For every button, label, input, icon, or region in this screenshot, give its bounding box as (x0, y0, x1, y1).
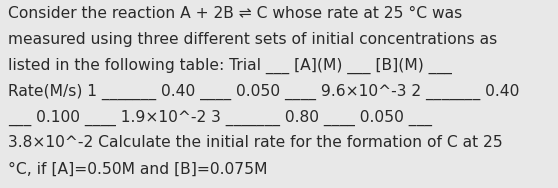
Text: ___ 0.100 ____ 1.9×10^-2 3 _______ 0.80 ____ 0.050 ___: ___ 0.100 ____ 1.9×10^-2 3 _______ 0.80 … (8, 109, 432, 126)
Text: 3.8×10^-2 Calculate the initial rate for the formation of C at 25: 3.8×10^-2 Calculate the initial rate for… (8, 135, 503, 150)
Text: Rate(M/s) 1 _______ 0.40 ____ 0.050 ____ 9.6×10^-3 2 _______ 0.40: Rate(M/s) 1 _______ 0.40 ____ 0.050 ____… (8, 83, 519, 100)
Text: °C, if [A]=0.50M and [B]=0.075M: °C, if [A]=0.50M and [B]=0.075M (8, 161, 268, 176)
Text: measured using three different sets of initial concentrations as: measured using three different sets of i… (8, 32, 498, 47)
Text: listed in the following table: Trial ___ [A](M) ___ [B](M) ___: listed in the following table: Trial ___… (8, 58, 452, 74)
Text: Consider the reaction A + 2B ⇌ C whose rate at 25 °C was: Consider the reaction A + 2B ⇌ C whose r… (8, 6, 463, 21)
